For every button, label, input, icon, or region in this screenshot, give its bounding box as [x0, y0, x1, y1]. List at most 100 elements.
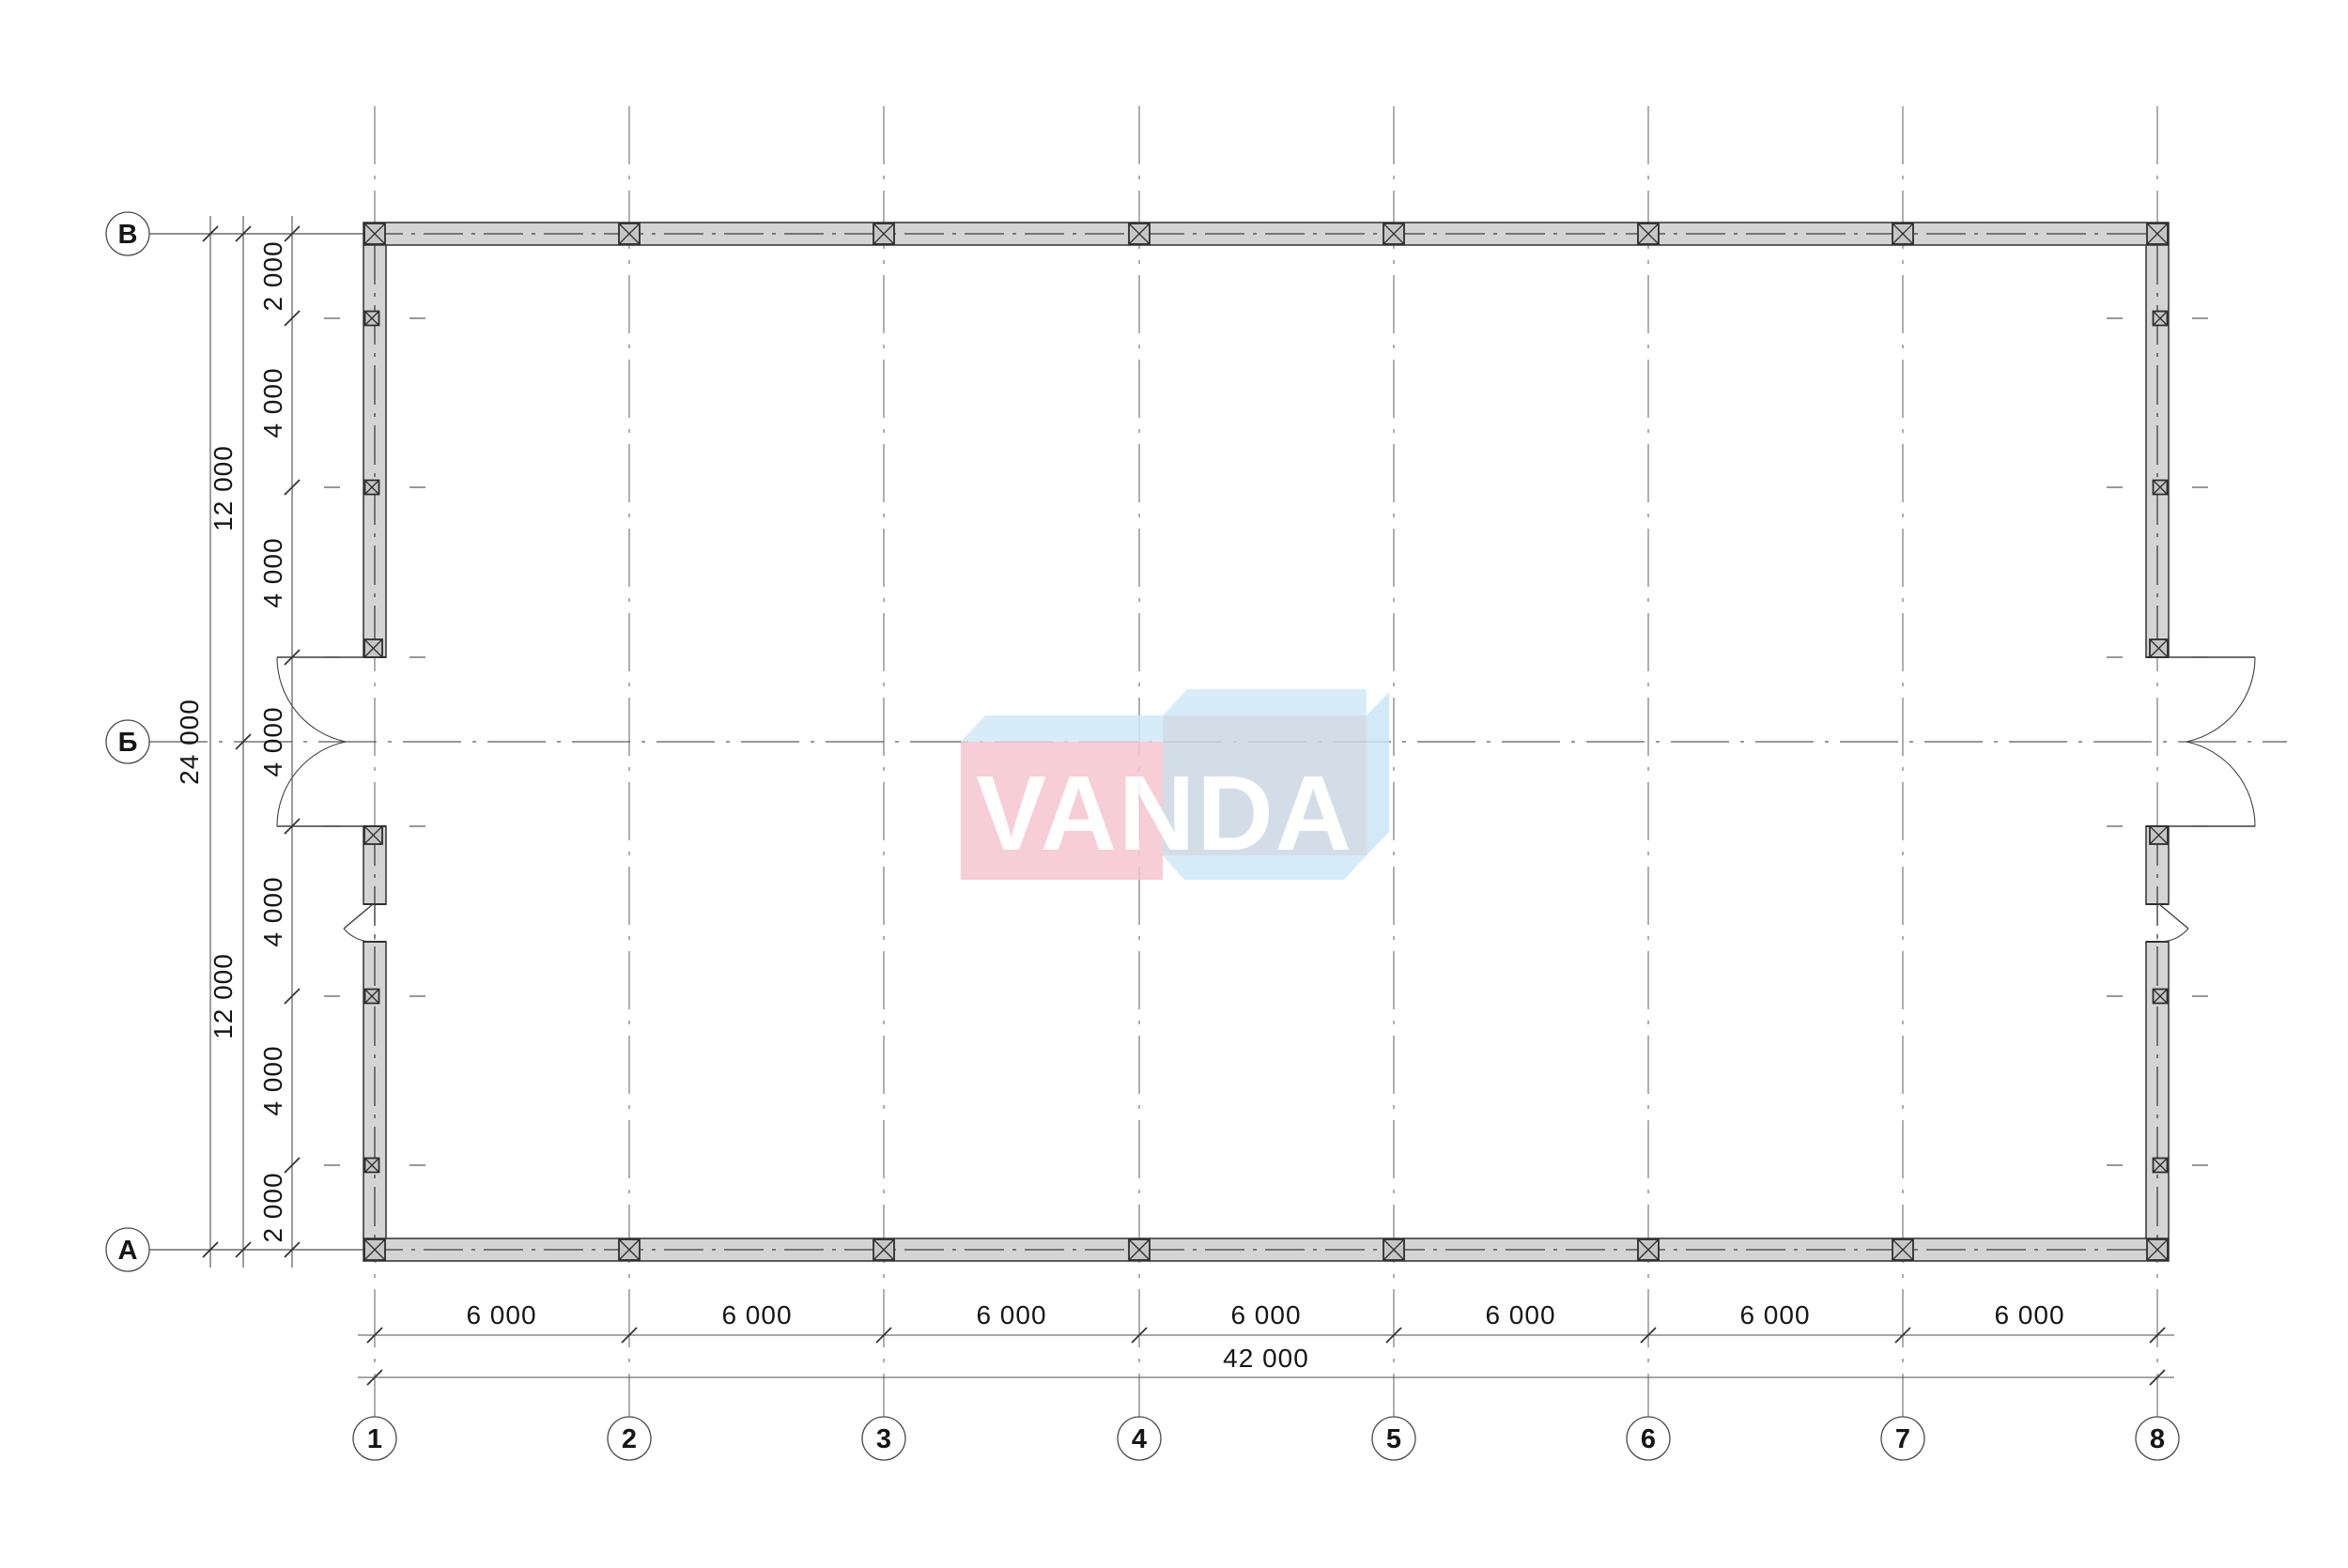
dim-tick: [202, 1241, 219, 1258]
doors: [276, 656, 2256, 943]
dim-label: 12 000: [209, 445, 238, 531]
axis-bubble-label: 2: [622, 1424, 637, 1454]
dim-tick: [1131, 1327, 1148, 1344]
dim-tick: [284, 818, 301, 835]
columns: [363, 223, 2169, 1261]
dim-label: 2 000: [258, 240, 287, 311]
single-door-left: [343, 903, 374, 943]
axis-bubble-label: А: [118, 1236, 138, 1266]
dim-tick: [2149, 1327, 2166, 1344]
column-bottom-3-x: [873, 1238, 895, 1261]
column-bottom-5-x: [1383, 1238, 1405, 1261]
dim-label: 2 000: [258, 1172, 287, 1242]
axis-bubble-label: 7: [1895, 1424, 1910, 1454]
watermark-text: VANDA: [976, 754, 1353, 872]
dim-tick: [875, 1327, 892, 1344]
column-bubbles: 1 2 3 4 5 6 7 8: [352, 1416, 2180, 1461]
dim-tick: [235, 1241, 252, 1258]
door-swing-arc: [2186, 656, 2256, 743]
axis-bubble-label: 5: [1386, 1424, 1401, 1454]
axis-bubble-label: Б: [118, 728, 138, 758]
axis-bubble-v: [105, 211, 150, 256]
watermark-logo: VANDA: [961, 689, 1389, 880]
dim-label: 6 000: [1739, 1300, 1810, 1330]
logo-right-front-face: [1163, 715, 1367, 855]
column-left-wall-x: [364, 311, 379, 326]
column-bottom-6-x: [1637, 1238, 1660, 1261]
logo-left-top-face: [961, 715, 1176, 742]
dim-label: 4 000: [258, 876, 287, 946]
dim-tick: [202, 225, 219, 242]
dim-tick: [284, 479, 301, 496]
column-left-wall-x: [364, 480, 379, 495]
door-swing-arc: [343, 928, 374, 943]
door-leaf: [2158, 903, 2189, 930]
double-door-right: [2169, 656, 2256, 827]
dim-label: 12 000: [209, 953, 238, 1039]
axis-bubble-1: [352, 1416, 397, 1461]
column-top-8-x: [2146, 223, 2169, 245]
left-dim-labels: 2 000 4 000 4 000 4 000 4 000 4 000 2 00…: [175, 240, 287, 1242]
dimension-lines: [209, 216, 2174, 1378]
dim-tick: [2149, 1369, 2166, 1386]
axis-bubble-b: [105, 719, 150, 764]
axis-bubble-label: В: [118, 220, 138, 250]
column-top-1-x: [363, 223, 386, 245]
door-swing-arc: [2186, 741, 2256, 827]
dim-tick: [284, 225, 301, 242]
dimension-ticks: [202, 225, 2166, 1386]
dim-tick: [621, 1327, 638, 1344]
dim-label: 4 000: [258, 706, 287, 776]
column-left-jamb-x: [363, 825, 383, 845]
axis-bubble-label: 1: [367, 1424, 382, 1454]
dim-label-total: 24 000: [175, 699, 204, 785]
dim-label: 4 000: [258, 1045, 287, 1115]
logo-left-front-face: [961, 742, 1163, 880]
dim-tick: [366, 1327, 383, 1344]
axis-bubble-7: [1880, 1416, 1925, 1461]
dim-tick: [284, 1241, 301, 1258]
logo-right-top-face: [1163, 689, 1367, 715]
axis-bubble-label: 3: [876, 1424, 891, 1454]
dim-tick: [366, 1369, 383, 1386]
axis-bubble-3: [861, 1416, 906, 1461]
door-swing-arc: [276, 741, 347, 827]
axis-bubble-2: [607, 1416, 652, 1461]
dim-label: 6 000: [466, 1300, 536, 1330]
axis-bubble-8: [2135, 1416, 2180, 1461]
dim-tick: [235, 225, 252, 242]
door-swing-arc: [276, 656, 347, 743]
dim-tick: [284, 988, 301, 1005]
dim-tick: [284, 310, 301, 327]
axis-bubble-6: [1626, 1416, 1671, 1461]
column-bottom-8-x: [2146, 1238, 2169, 1261]
dim-tick: [284, 649, 301, 666]
dim-label: 4 000: [258, 537, 287, 607]
dim-label: 6 000: [721, 1300, 792, 1330]
logo-right-bottom-face: [1163, 855, 1367, 880]
axis-bubble-label: 8: [2150, 1424, 2165, 1454]
column-top-2-x: [618, 223, 641, 245]
logo-right-side-face: [1367, 692, 1389, 855]
column-left-jamb-x: [363, 638, 383, 658]
door-swing-arc: [2158, 928, 2189, 943]
single-door-right: [2158, 903, 2189, 943]
column-top-3-x: [873, 223, 895, 245]
dim-label-total: 42 000: [1223, 1344, 1309, 1373]
bottom-bay-labels: 6 000 6 000 6 000 6 000 6 000 6 000 6 00…: [466, 1300, 2064, 1373]
column-left-wall-x: [364, 989, 379, 1004]
axis-bubble-4: [1117, 1416, 1162, 1461]
dim-label: 6 000: [1485, 1300, 1555, 1330]
dim-label: 6 000: [976, 1300, 1046, 1330]
column-bottom-4-x: [1128, 1238, 1151, 1261]
column-right-wall-x: [2153, 989, 2168, 1004]
dim-tick: [1640, 1327, 1657, 1344]
dim-tick: [235, 733, 252, 750]
column-right-jamb-x: [2149, 638, 2169, 658]
dim-label: 6 000: [1230, 1300, 1301, 1330]
column-bottom-7-x: [1892, 1238, 1914, 1261]
column-top-6-x: [1637, 223, 1660, 245]
dim-label: 6 000: [1994, 1300, 2064, 1330]
